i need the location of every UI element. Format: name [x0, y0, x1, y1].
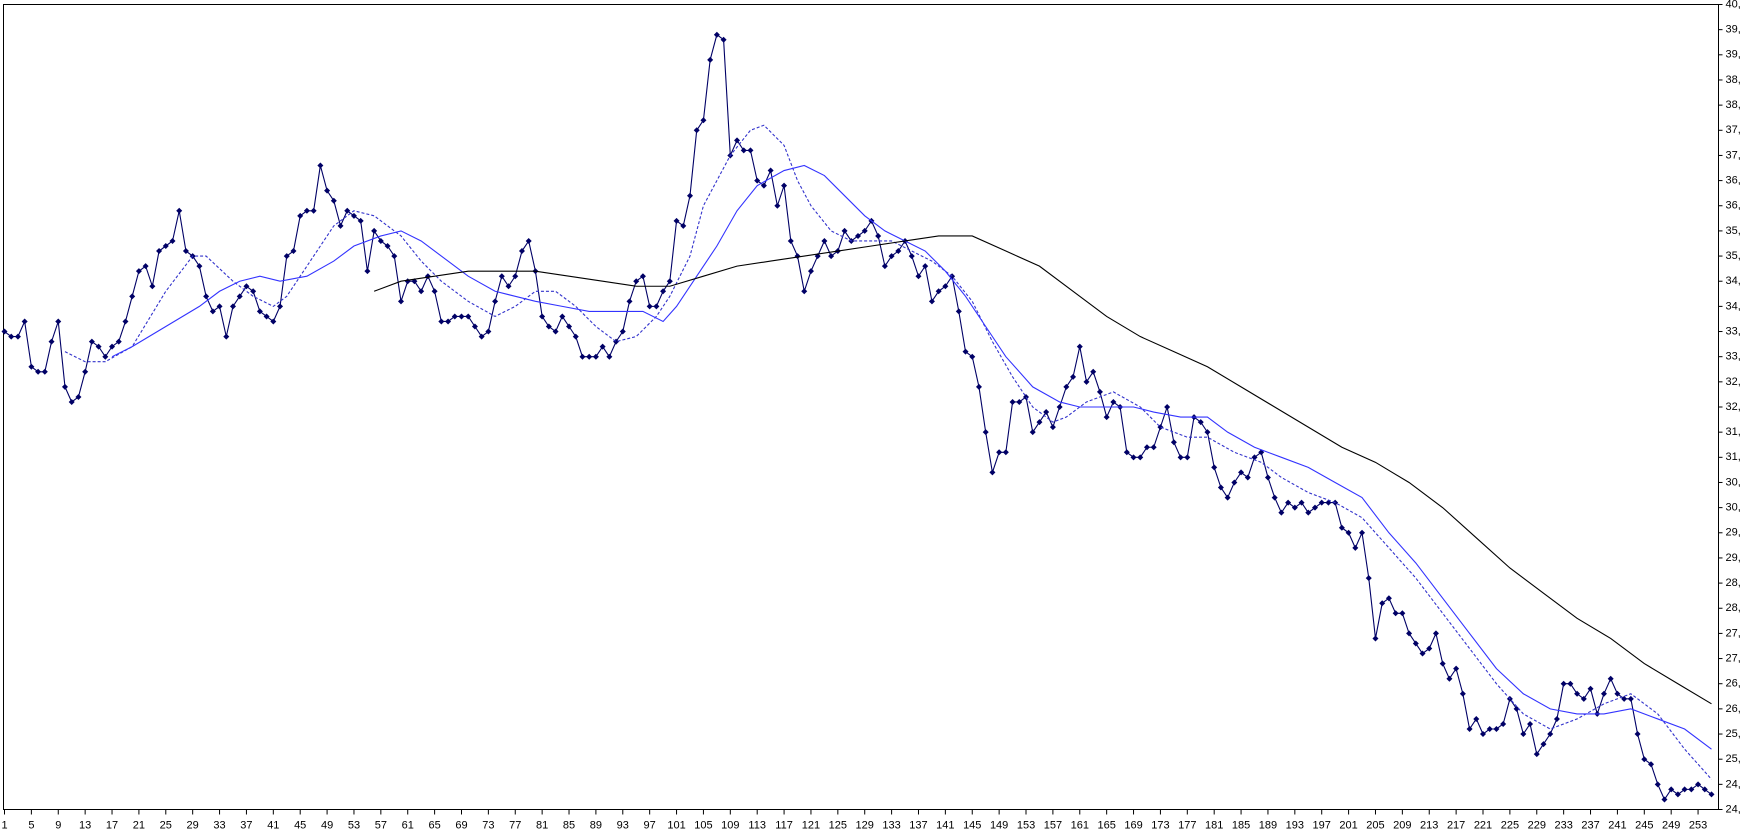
- y-tick-label: 37,50: [1726, 124, 1740, 136]
- y-tick-label: 33,50: [1726, 325, 1740, 337]
- x-tick-label: 197: [1313, 819, 1331, 831]
- y-tick-label: 38,00: [1726, 99, 1740, 111]
- y-tick-label: 30,00: [1726, 502, 1740, 514]
- y-tick-label: 36,50: [1726, 175, 1740, 187]
- x-tick-label: 253: [1689, 819, 1707, 831]
- y-tick-label: 39,00: [1726, 49, 1740, 61]
- x-tick-label: 9: [55, 819, 61, 831]
- x-tick-label: 5: [28, 819, 34, 831]
- x-tick-label: 217: [1447, 819, 1465, 831]
- x-tick-label: 69: [455, 819, 467, 831]
- x-tick-label: 229: [1528, 819, 1546, 831]
- x-tick-label: 97: [644, 819, 656, 831]
- x-tick-label: 133: [882, 819, 900, 831]
- x-tick-label: 241: [1608, 819, 1626, 831]
- y-tick-label: 38,50: [1726, 74, 1740, 86]
- y-tick-label: 24,00: [1726, 803, 1740, 815]
- x-tick-label: 25: [160, 819, 172, 831]
- x-tick-label: 249: [1662, 819, 1680, 831]
- x-tick-label: 121: [802, 819, 820, 831]
- y-tick-label: 40,00: [1726, 0, 1740, 10]
- x-tick-label: 165: [1097, 819, 1115, 831]
- x-tick-label: 105: [694, 819, 712, 831]
- y-tick-label: 31,50: [1726, 426, 1740, 438]
- x-tick-label: 237: [1581, 819, 1599, 831]
- x-tick-label: 49: [321, 819, 333, 831]
- y-tick-label: 29,00: [1726, 552, 1740, 564]
- x-tick-label: 233: [1554, 819, 1572, 831]
- x-tick-label: 173: [1151, 819, 1169, 831]
- x-tick-label: 81: [536, 819, 548, 831]
- x-tick-label: 17: [106, 819, 118, 831]
- x-tick-label: 85: [563, 819, 575, 831]
- x-tick-label: 125: [829, 819, 847, 831]
- y-tick-label: 25,00: [1726, 753, 1740, 765]
- y-tick-label: 32,50: [1726, 376, 1740, 388]
- x-tick-label: 61: [402, 819, 414, 831]
- x-tick-label: 157: [1044, 819, 1062, 831]
- x-tick-label: 137: [909, 819, 927, 831]
- y-tick-label: 27,00: [1726, 652, 1740, 664]
- x-tick-label: 209: [1393, 819, 1411, 831]
- x-tick-label: 13: [79, 819, 91, 831]
- y-tick-label: 39,50: [1726, 24, 1740, 36]
- x-tick-label: 45: [294, 819, 306, 831]
- x-tick-label: 181: [1205, 819, 1223, 831]
- y-tick-label: 35,00: [1726, 250, 1740, 262]
- x-tick-label: 205: [1366, 819, 1384, 831]
- x-tick-label: 21: [133, 819, 145, 831]
- y-tick-label: 29,50: [1726, 527, 1740, 539]
- x-tick-label: 65: [428, 819, 440, 831]
- x-tick-label: 213: [1420, 819, 1438, 831]
- y-tick-label: 34,00: [1726, 300, 1740, 312]
- x-tick-label: 177: [1178, 819, 1196, 831]
- y-tick-label: 34,50: [1726, 275, 1740, 287]
- y-tick-label: 26,50: [1726, 678, 1740, 690]
- y-tick-label: 24,50: [1726, 778, 1740, 790]
- x-tick-label: 169: [1124, 819, 1142, 831]
- y-tick-label: 35,50: [1726, 225, 1740, 237]
- x-tick-label: 153: [1017, 819, 1035, 831]
- x-tick-label: 113: [748, 819, 766, 831]
- x-tick-label: 109: [721, 819, 739, 831]
- x-tick-label: 73: [482, 819, 494, 831]
- x-tick-label: 245: [1635, 819, 1653, 831]
- x-tick-label: 129: [856, 819, 874, 831]
- x-tick-label: 193: [1286, 819, 1304, 831]
- y-tick-label: 32,00: [1726, 401, 1740, 413]
- y-tick-label: 28,50: [1726, 577, 1740, 589]
- y-tick-label: 25,50: [1726, 728, 1740, 740]
- x-tick-label: 189: [1259, 819, 1277, 831]
- y-tick-label: 31,00: [1726, 451, 1740, 463]
- x-tick-label: 149: [990, 819, 1008, 831]
- x-tick-label: 33: [213, 819, 225, 831]
- x-tick-label: 89: [590, 819, 602, 831]
- x-tick-label: 185: [1232, 819, 1250, 831]
- x-tick-label: 221: [1474, 819, 1492, 831]
- x-tick-label: 225: [1501, 819, 1519, 831]
- x-tick-label: 1: [1, 819, 7, 831]
- x-tick-label: 101: [667, 819, 685, 831]
- x-tick-label: 77: [509, 819, 521, 831]
- x-tick-label: 37: [240, 819, 252, 831]
- y-tick-label: 28,00: [1726, 602, 1740, 614]
- x-tick-label: 141: [936, 819, 954, 831]
- x-tick-label: 93: [617, 819, 629, 831]
- x-tick-label: 145: [963, 819, 981, 831]
- x-tick-label: 117: [775, 819, 793, 831]
- x-tick-label: 53: [348, 819, 360, 831]
- y-tick-label: 36,00: [1726, 200, 1740, 212]
- x-tick-label: 41: [267, 819, 279, 831]
- y-tick-label: 27,50: [1726, 627, 1740, 639]
- y-tick-label: 26,00: [1726, 703, 1740, 715]
- x-tick-label: 201: [1339, 819, 1357, 831]
- x-tick-label: 29: [187, 819, 199, 831]
- y-tick-label: 33,00: [1726, 351, 1740, 363]
- x-tick-label: 161: [1071, 819, 1089, 831]
- x-tick-label: 57: [375, 819, 387, 831]
- y-tick-label: 30,50: [1726, 476, 1740, 488]
- y-tick-label: 37,00: [1726, 149, 1740, 161]
